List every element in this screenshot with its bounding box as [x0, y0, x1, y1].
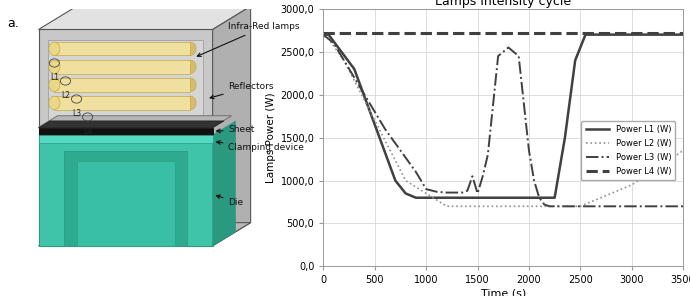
Polygon shape: [48, 40, 203, 127]
Polygon shape: [39, 116, 232, 127]
Text: L4: L4: [83, 127, 92, 136]
Polygon shape: [39, 128, 213, 135]
Polygon shape: [39, 30, 213, 246]
X-axis label: Time (s): Time (s): [481, 288, 526, 296]
Polygon shape: [55, 96, 190, 110]
Polygon shape: [39, 135, 213, 143]
Title: Lamps Intensity cycle: Lamps Intensity cycle: [435, 0, 571, 8]
Text: Clamping device: Clamping device: [217, 141, 304, 152]
Polygon shape: [39, 6, 250, 30]
Polygon shape: [39, 135, 213, 246]
Ellipse shape: [185, 60, 196, 73]
Ellipse shape: [49, 60, 60, 73]
Ellipse shape: [49, 78, 60, 91]
Ellipse shape: [185, 78, 196, 91]
Text: a.: a.: [7, 17, 19, 30]
Text: Infra-Red lamps: Infra-Red lamps: [197, 22, 300, 57]
Legend: Power L1 (W), Power L2 (W), Power L3 (W), Power L4 (W): Power L1 (W), Power L2 (W), Power L3 (W)…: [582, 121, 676, 180]
Ellipse shape: [185, 42, 196, 55]
Text: Die: Die: [217, 195, 244, 207]
Polygon shape: [39, 223, 250, 246]
Text: L2: L2: [61, 91, 70, 100]
Text: L1: L1: [50, 73, 59, 82]
Polygon shape: [64, 151, 187, 246]
Y-axis label: Lamps Power (W): Lamps Power (W): [266, 92, 276, 183]
Polygon shape: [213, 6, 250, 246]
Polygon shape: [77, 161, 175, 246]
Polygon shape: [55, 78, 190, 91]
Text: Reflectors: Reflectors: [210, 82, 274, 99]
Ellipse shape: [49, 96, 60, 110]
Ellipse shape: [185, 96, 196, 110]
Ellipse shape: [49, 42, 60, 55]
Text: L3: L3: [72, 109, 81, 118]
Polygon shape: [213, 121, 235, 246]
Polygon shape: [55, 42, 190, 55]
Polygon shape: [55, 60, 190, 73]
Polygon shape: [39, 121, 224, 128]
Text: Sheet: Sheet: [217, 126, 255, 134]
